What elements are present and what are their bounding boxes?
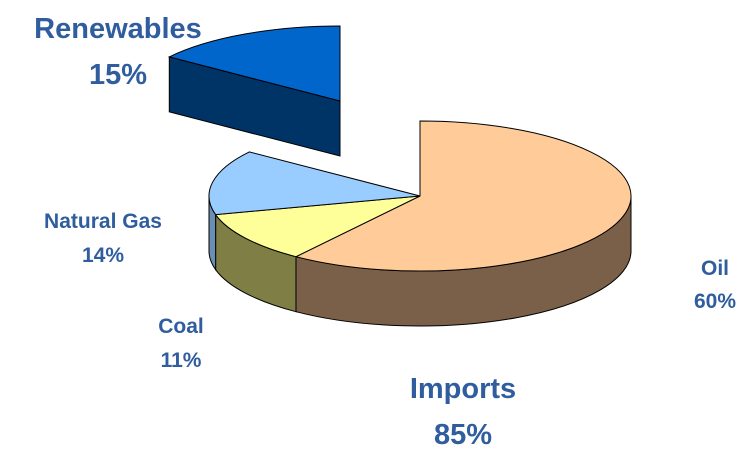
label-oil-value: 60% — [694, 290, 736, 313]
slice-coal-top — [214, 195, 421, 258]
label-coal-name: Coal — [158, 315, 204, 338]
label-imports-name: Imports — [410, 373, 516, 405]
label-renewables-value: 15% — [89, 59, 147, 91]
slice-renewables-top — [167, 25, 341, 102]
slice-natural-gas — [208, 151, 421, 272]
label-imports-value: 85% — [434, 419, 492, 449]
slice-natural-gas-top — [208, 151, 421, 216]
label-natural-gas-name: Natural Gas — [44, 210, 162, 233]
label-oil-name: Oil — [701, 257, 729, 280]
label-renewables-name: Renewables — [34, 13, 202, 45]
pie-slices — [167, 25, 632, 327]
label-coal-value: 11% — [161, 349, 202, 372]
label-natural-gas-value: 14% — [82, 244, 124, 267]
slice-oil — [294, 120, 632, 327]
labels: Renewables 15% Natural Gas 14% Coal 11% … — [34, 13, 736, 449]
slice-oil-top — [294, 120, 632, 272]
slice-renewables — [167, 25, 341, 157]
